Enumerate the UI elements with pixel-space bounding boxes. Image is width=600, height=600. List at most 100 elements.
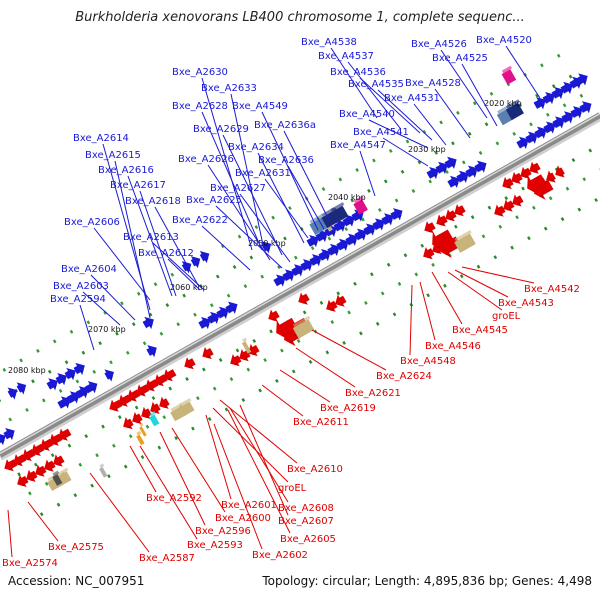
leader-line-top <box>90 274 136 321</box>
gene-edge <box>201 323 210 329</box>
block-top <box>136 430 142 436</box>
gene-edge <box>555 123 564 129</box>
gene-shape <box>561 111 574 124</box>
track-dot <box>476 264 481 269</box>
gene-edge <box>243 355 251 361</box>
gene-edge <box>477 167 486 173</box>
block-face <box>241 341 252 354</box>
reverse-gene-arrow <box>445 209 457 222</box>
track-dot <box>140 455 145 460</box>
gene-shape <box>230 354 242 367</box>
track-dot <box>283 236 287 241</box>
gene-shape <box>436 214 448 227</box>
gene-edge <box>459 177 468 183</box>
gene-edge <box>348 240 357 246</box>
track-dot <box>532 205 536 210</box>
gene-shape <box>216 306 229 319</box>
gene-shape <box>516 136 529 149</box>
gene-edge <box>131 395 141 401</box>
track-dot <box>375 321 380 326</box>
gene-label-bottom: Bxe_A2575 <box>48 542 104 553</box>
gene-shape <box>53 454 65 467</box>
forward-gene-arrow <box>300 259 313 272</box>
reverse-gene-arrow <box>534 179 554 200</box>
forward-gene-arrow <box>225 301 238 314</box>
leader-line-bottom <box>219 399 298 464</box>
gene-label-top: Bxe_A2615 <box>85 150 141 161</box>
gene-label-bottom: Bxe_A2602 <box>252 550 308 561</box>
block-top <box>353 195 364 204</box>
reverse-gene-arrow <box>511 171 523 184</box>
forward-gene-arrow <box>146 345 157 358</box>
gene-edge <box>76 369 85 375</box>
gene-shape <box>309 254 322 267</box>
gene-edge <box>294 270 303 277</box>
scale-tick-label: 2020 kbp <box>484 99 522 108</box>
track-dot <box>207 417 212 422</box>
track-dot <box>254 225 259 230</box>
gene-edge <box>53 439 63 446</box>
leader-line-bottom <box>7 509 13 558</box>
track-dot <box>571 158 576 163</box>
leader-line-top <box>82 291 121 326</box>
track-dot <box>386 262 391 267</box>
gene-shape <box>324 224 337 237</box>
block-face <box>309 217 328 235</box>
gene-edge <box>447 163 457 169</box>
gene-edge <box>366 230 375 236</box>
gene-label-bottom: Bxe_A2605 <box>280 534 336 545</box>
gene-edge <box>188 363 196 369</box>
gene-label-bottom: groEL <box>492 311 521 322</box>
gray-block <box>52 470 63 486</box>
track-dot <box>319 300 324 305</box>
track-dot <box>454 224 458 229</box>
forward-gene-arrow <box>560 81 573 95</box>
gene-edge <box>44 444 54 451</box>
track-dot <box>215 274 220 279</box>
gene-edge <box>17 459 27 466</box>
gene-edge <box>536 103 546 110</box>
track-dot <box>260 274 265 279</box>
forward-gene-arrow <box>552 116 565 129</box>
track-dot <box>392 312 397 317</box>
forward-gene-arrow <box>456 170 469 183</box>
leader-line-bottom <box>461 266 535 284</box>
forward-gene-arrow <box>273 274 286 287</box>
track-dot <box>64 360 69 365</box>
gene-shape <box>150 401 161 414</box>
track-dot <box>347 310 351 315</box>
track-dot <box>209 303 214 308</box>
gene-edge <box>440 221 448 226</box>
track-dot <box>47 369 52 374</box>
gene-shape <box>306 235 319 248</box>
gene-shape <box>199 250 210 264</box>
navy-block <box>505 99 524 121</box>
gene-shape <box>474 160 487 173</box>
reverse-gene-arrow <box>58 428 72 441</box>
gene-label-top: Bxe_A2631 <box>235 168 291 179</box>
forward-gene-arrow <box>327 243 340 257</box>
gene-shape <box>520 166 532 179</box>
gene-label-top: Bxe_A2630 <box>172 67 228 78</box>
reverse-gene-arrow <box>53 454 65 467</box>
block-face <box>179 401 195 417</box>
leader-line-top <box>230 93 264 246</box>
track-dot <box>364 300 368 305</box>
forward-gene-arrow <box>309 254 322 267</box>
gene-label-top: Bxe_A4520 <box>476 35 532 46</box>
track-dot <box>394 198 399 203</box>
reverse-gene-arrow <box>423 247 435 260</box>
gene-label-bottom: Bxe_A4542 <box>524 284 580 295</box>
track-dot <box>350 198 354 203</box>
leader-line-bottom <box>159 431 206 526</box>
tan-block <box>454 229 476 253</box>
track-dot <box>275 378 279 383</box>
track-dot <box>56 502 61 507</box>
forward-gene-arrow <box>7 387 18 400</box>
scale-tick-label: 2070 kbp <box>88 325 126 334</box>
gene-shape <box>333 219 346 232</box>
gene-shape <box>444 156 457 169</box>
gene-edge <box>21 481 29 487</box>
gene-edge <box>272 316 280 322</box>
gene-label-bottom: Bxe_A2574 <box>2 558 58 569</box>
